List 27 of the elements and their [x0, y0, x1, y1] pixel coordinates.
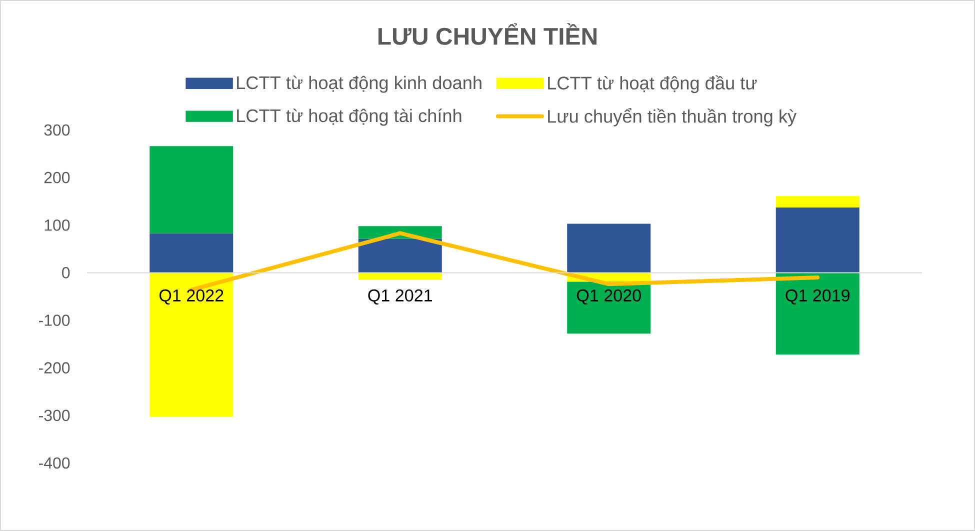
- y-tick-label: 100: [44, 219, 70, 231]
- legend-label: LCTT từ hoạt động đầu tư: [548, 75, 757, 94]
- x-tick-label: Q1 2022: [159, 289, 224, 305]
- y-tick-label: -300: [38, 410, 70, 422]
- y-tick-label: -400: [38, 457, 70, 469]
- bar: [358, 272, 442, 280]
- y-tick-label: -200: [38, 362, 70, 374]
- bar: [776, 208, 860, 273]
- bar: [776, 196, 860, 208]
- bar: [150, 146, 234, 234]
- y-tick-label: 200: [44, 172, 70, 184]
- bar: [150, 233, 234, 273]
- bar: [150, 272, 234, 417]
- y-tick-label: 300: [44, 124, 70, 136]
- bar: [358, 238, 442, 273]
- chart-title: LƯU CHUYỂN TIỀN: [378, 23, 596, 45]
- y-tick-label: -100: [38, 314, 70, 326]
- legend-label: LCTT từ hoạt động tài chính: [237, 108, 462, 126]
- bar: [567, 282, 651, 334]
- bar: [776, 272, 860, 355]
- x-tick-label: Q1 2019: [786, 289, 850, 305]
- bar: [567, 224, 651, 273]
- x-tick-label: Q1 2021: [368, 289, 432, 305]
- y-tick-label: 0: [62, 267, 70, 278]
- legend-label: Lưu chuyển tiền thuần trong kỳ: [548, 108, 797, 126]
- legend-label: LCTT từ hoạt động kinh doanh: [237, 76, 482, 93]
- x-tick-label: Q1 2020: [576, 289, 641, 305]
